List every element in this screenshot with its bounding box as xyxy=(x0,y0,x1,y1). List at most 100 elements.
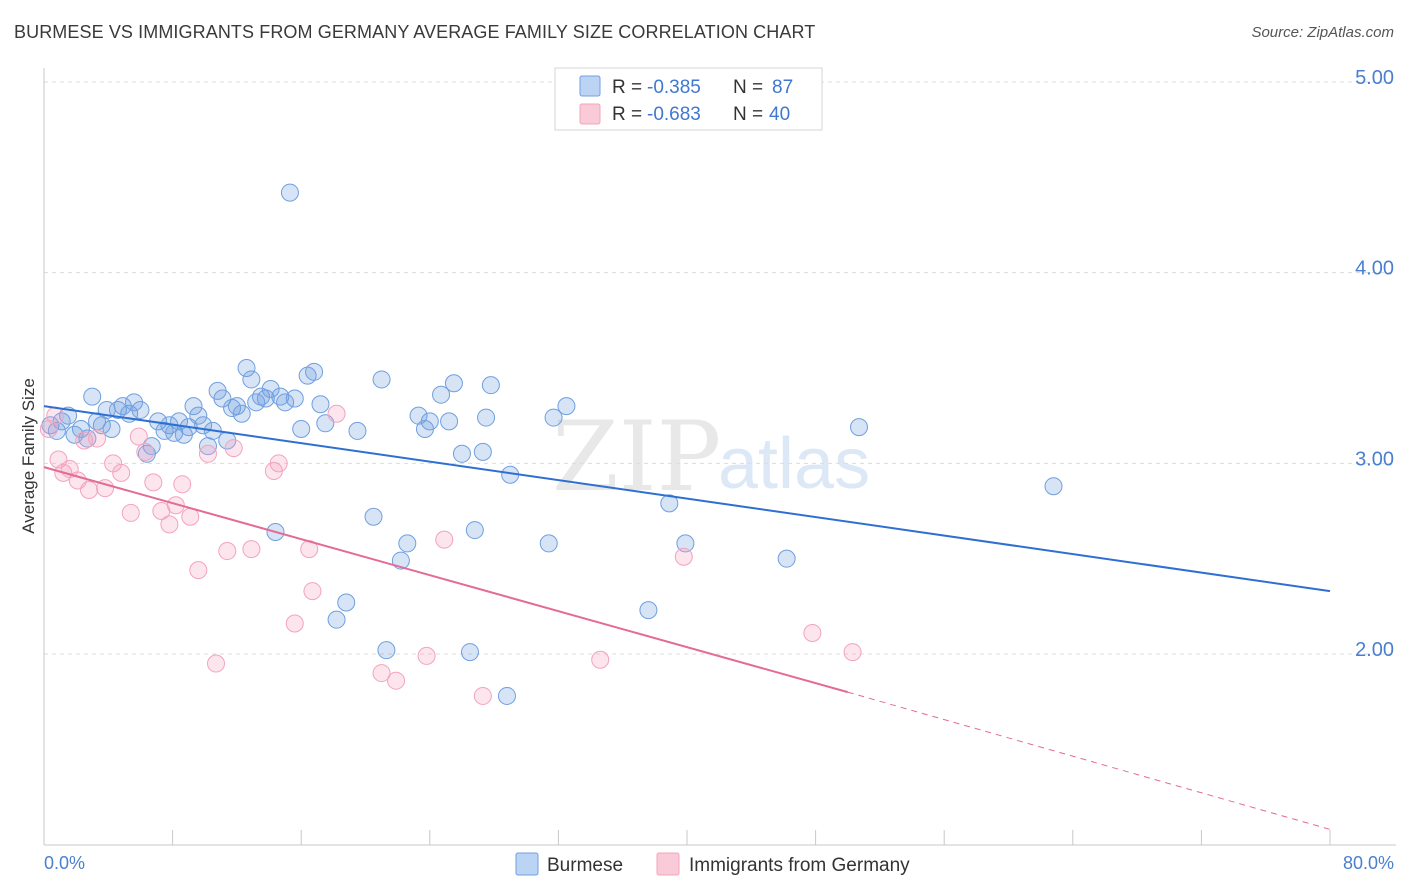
x-ticks xyxy=(43,830,1331,845)
germany-trend-extension xyxy=(847,691,1331,830)
burmese-point-65 xyxy=(440,412,459,431)
burmese-point-13 xyxy=(113,397,132,416)
burmese-point-44 xyxy=(271,387,290,406)
burmese-point-75 xyxy=(539,534,558,553)
burmese-point-6 xyxy=(78,429,97,448)
burmese-point-58 xyxy=(377,641,396,660)
burmese-point-72 xyxy=(481,376,500,395)
bottom-legend: Burmese Immigrants from Germany xyxy=(515,852,910,876)
legend-n-value-burmese: 87 xyxy=(772,77,793,98)
legend-r-value-germany: -0.683 xyxy=(647,104,701,125)
germany-point-19 xyxy=(173,475,192,494)
burmese-point-80 xyxy=(676,534,695,553)
legend-r-label-burmese: R = xyxy=(612,77,642,98)
burmese-point-70 xyxy=(473,442,492,461)
burmese-point-51 xyxy=(311,395,330,414)
watermark-atlas: atlas xyxy=(718,424,870,504)
burmese-point-48 xyxy=(292,420,311,439)
germany-point-14 xyxy=(136,442,155,461)
legend-r-label-germany: R = xyxy=(612,104,642,125)
burmese-point-37 xyxy=(237,359,256,377)
legend-n-label-burmese: N = xyxy=(733,77,763,98)
germany-point-40 xyxy=(803,624,822,643)
burmese-point-47 xyxy=(285,389,304,408)
germany-point-38 xyxy=(591,650,610,669)
germany-point-13 xyxy=(129,427,148,446)
germany-point-8 xyxy=(88,429,107,448)
germany-point-29 xyxy=(285,614,304,633)
y-axis-label: Average Family Size xyxy=(19,378,38,534)
germany-point-1 xyxy=(46,406,65,425)
legend-n-label-germany: N = xyxy=(733,104,763,125)
germany-point-36 xyxy=(435,530,454,549)
germany-point-17 xyxy=(160,515,179,534)
germany-point-23 xyxy=(207,654,226,673)
y-tick-labels: 2.00 3.00 4.00 5.00 xyxy=(1355,67,1394,661)
germany-point-37 xyxy=(473,686,492,705)
germany-point-33 xyxy=(372,664,391,683)
germany-point-24 xyxy=(218,542,237,561)
germany-point-28 xyxy=(269,454,288,473)
germany-point-7 xyxy=(80,481,99,500)
germany-point-35 xyxy=(417,646,436,665)
series-burmese-points xyxy=(41,183,1063,705)
germany-point-26 xyxy=(242,540,261,559)
bottom-legend-label-burmese: Burmese xyxy=(547,855,623,876)
burmese-point-81 xyxy=(777,549,796,568)
burmese-point-56 xyxy=(364,507,383,526)
germany-point-34 xyxy=(387,671,406,690)
source-label: Source: ZipAtlas.com xyxy=(1251,24,1394,41)
burmese-point-79 xyxy=(660,494,679,513)
burmese-point-53 xyxy=(327,610,346,629)
burmese-point-69 xyxy=(465,521,484,540)
burmese-trend-line xyxy=(43,405,1331,593)
germany-point-32 xyxy=(327,404,346,423)
chart-title: BURMESE VS IMMIGRANTS FROM GERMANY AVERA… xyxy=(14,22,816,42)
y-tick-label-2: 4.00 xyxy=(1355,258,1394,280)
germany-point-41 xyxy=(843,643,862,662)
watermark-zip: ZIP xyxy=(552,401,721,513)
germany-point-31 xyxy=(303,582,322,601)
legend-swatch-germany xyxy=(579,103,601,125)
y-tick-label-1: 3.00 xyxy=(1355,448,1394,470)
burmese-point-36 xyxy=(232,404,251,423)
burmese-point-78 xyxy=(639,601,658,620)
burmese-point-27 xyxy=(189,406,208,425)
axes xyxy=(43,68,1396,846)
burmese-point-50 xyxy=(305,362,324,381)
bottom-legend-swatch-burmese xyxy=(515,852,539,876)
bottom-legend-label-germany: Immigrants from Germany xyxy=(689,855,910,876)
burmese-point-42 xyxy=(261,379,280,398)
burmese-point-16 xyxy=(131,400,150,419)
burmese-point-63 xyxy=(420,412,439,431)
legend: R = -0.385 N = 87 R = -0.683 N = 40 xyxy=(554,67,823,131)
burmese-point-76 xyxy=(544,408,563,427)
burmese-point-15 xyxy=(125,393,144,412)
germany-point-39 xyxy=(674,547,693,566)
burmese-point-46 xyxy=(280,183,299,202)
germany-trend-line xyxy=(43,466,849,694)
y-tick-label-0: 2.00 xyxy=(1355,639,1394,661)
germany-point-25 xyxy=(224,439,243,458)
burmese-point-11 xyxy=(102,420,121,439)
burmese-point-66 xyxy=(444,374,463,393)
x-tick-label-min: 0.0% xyxy=(44,853,85,873)
germany-point-18 xyxy=(166,496,185,515)
burmese-point-32 xyxy=(213,389,232,408)
burmese-point-60 xyxy=(398,534,417,553)
burmese-point-64 xyxy=(432,385,451,404)
y-tick-label-3: 5.00 xyxy=(1355,67,1394,89)
legend-r-value-burmese: -0.385 xyxy=(647,77,701,98)
burmese-point-38 xyxy=(242,370,261,389)
legend-n-value-germany: 40 xyxy=(769,104,790,125)
germany-point-12 xyxy=(121,503,140,522)
series-germany-points xyxy=(39,404,862,705)
burmese-point-55 xyxy=(348,421,367,440)
legend-swatch-burmese xyxy=(579,75,601,97)
burmese-point-73 xyxy=(497,686,516,705)
burmese-point-77 xyxy=(557,397,576,416)
germany-point-22 xyxy=(198,444,217,463)
burmese-point-57 xyxy=(372,370,391,389)
burmese-point-26 xyxy=(184,397,203,416)
